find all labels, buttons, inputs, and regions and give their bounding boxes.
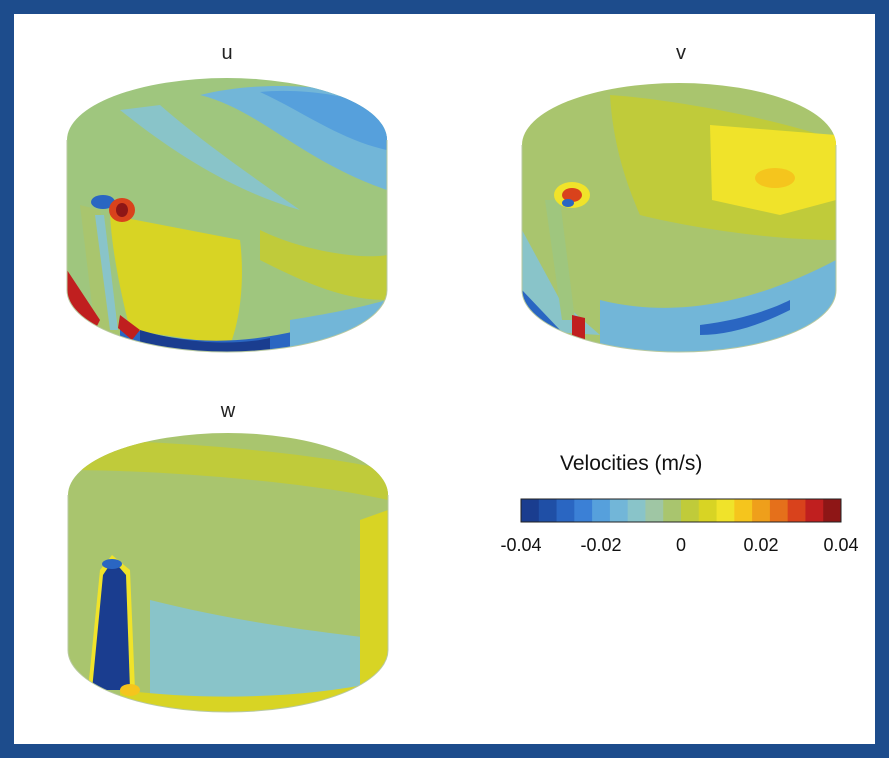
colorbar-tick-label: 0 bbox=[675, 535, 686, 555]
colorbar-title: Velocities (m/s) bbox=[560, 452, 703, 475]
colorbar-border bbox=[520, 498, 842, 523]
plot-title-w: w bbox=[220, 400, 236, 422]
plot-title-v: v bbox=[676, 42, 686, 64]
colorbar-swatch bbox=[787, 499, 806, 522]
colorbar-tick-label: -0.02 bbox=[580, 535, 622, 555]
colorbar-swatch bbox=[574, 499, 593, 522]
cylinder-plot-v bbox=[521, 83, 837, 353]
cylinder-plot-w bbox=[67, 433, 389, 713]
colorbar-swatch bbox=[823, 499, 842, 522]
colorbar-swatch bbox=[734, 499, 753, 522]
colorbar-swatch bbox=[592, 499, 611, 522]
colorbar-swatch bbox=[663, 499, 682, 522]
colorbar-swatch bbox=[769, 499, 789, 522]
colorbar-swatch bbox=[521, 499, 540, 522]
colorbar-tick-label: -0.04 bbox=[500, 535, 542, 555]
colorbar-swatch bbox=[645, 499, 664, 522]
colorbar-tick-label: 0.02 bbox=[743, 535, 779, 555]
colorbar-swatch bbox=[681, 499, 700, 522]
cylinder-plot-u bbox=[66, 78, 388, 353]
colorbar-swatch bbox=[609, 499, 629, 522]
colorbar-swatch bbox=[538, 499, 558, 522]
plot-title-u: u bbox=[221, 42, 233, 64]
colorbar-swatch bbox=[698, 499, 718, 522]
colorbar bbox=[520, 498, 842, 523]
colorbar-swatch bbox=[716, 499, 735, 522]
colorbar-tick-label: 0.04 bbox=[823, 535, 859, 555]
colorbar-swatch bbox=[752, 499, 771, 522]
colorbar-swatch bbox=[627, 499, 646, 522]
colorbar-swatch bbox=[556, 499, 575, 522]
colorbar-swatch bbox=[805, 499, 824, 522]
